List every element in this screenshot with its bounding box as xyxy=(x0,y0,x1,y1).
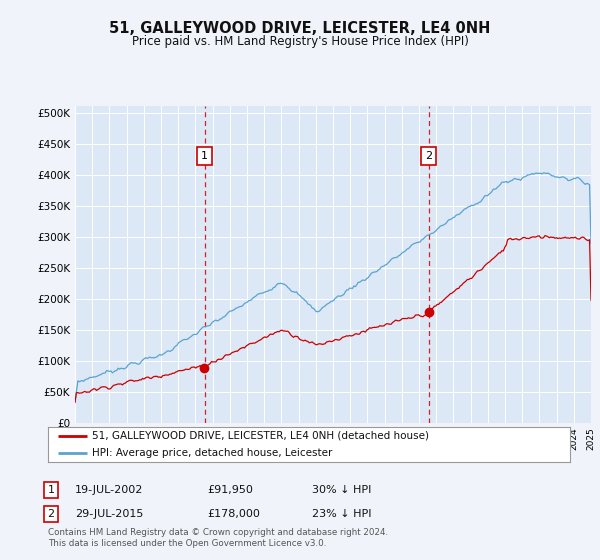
Text: 29-JUL-2015: 29-JUL-2015 xyxy=(75,509,143,519)
Text: 2: 2 xyxy=(425,151,433,161)
Text: 19-JUL-2002: 19-JUL-2002 xyxy=(75,485,143,495)
Text: Price paid vs. HM Land Registry's House Price Index (HPI): Price paid vs. HM Land Registry's House … xyxy=(131,35,469,48)
Text: 23% ↓ HPI: 23% ↓ HPI xyxy=(312,509,371,519)
Text: 51, GALLEYWOOD DRIVE, LEICESTER, LE4 0NH (detached house): 51, GALLEYWOOD DRIVE, LEICESTER, LE4 0NH… xyxy=(92,431,430,441)
Text: 1: 1 xyxy=(47,485,55,495)
Text: Contains HM Land Registry data © Crown copyright and database right 2024.
This d: Contains HM Land Registry data © Crown c… xyxy=(48,528,388,548)
Text: HPI: Average price, detached house, Leicester: HPI: Average price, detached house, Leic… xyxy=(92,448,333,458)
Text: £178,000: £178,000 xyxy=(207,509,260,519)
Text: 30% ↓ HPI: 30% ↓ HPI xyxy=(312,485,371,495)
Text: 51, GALLEYWOOD DRIVE, LEICESTER, LE4 0NH: 51, GALLEYWOOD DRIVE, LEICESTER, LE4 0NH xyxy=(109,21,491,36)
Text: 1: 1 xyxy=(201,151,208,161)
Text: £91,950: £91,950 xyxy=(207,485,253,495)
Text: 2: 2 xyxy=(47,509,55,519)
